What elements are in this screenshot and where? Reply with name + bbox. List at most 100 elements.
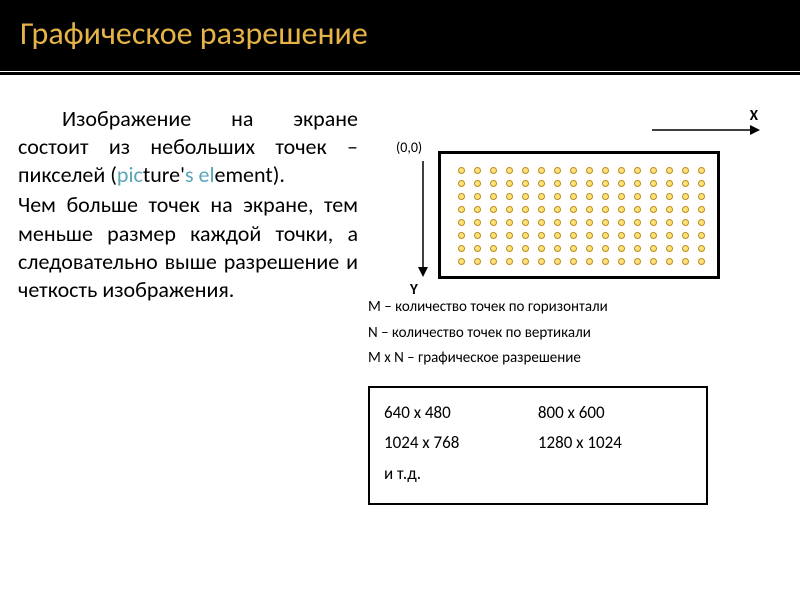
pixel-dot bbox=[666, 167, 673, 174]
pixel-dot bbox=[554, 180, 561, 187]
pixel-dot bbox=[506, 206, 513, 213]
pixel-dot bbox=[570, 258, 577, 265]
pixel-dot bbox=[490, 232, 497, 239]
pixel-dot bbox=[458, 167, 465, 174]
right-column: X (0,0) Y M – количество точек по горизо… bbox=[368, 105, 768, 505]
pixel-dot bbox=[602, 232, 609, 239]
pixel-dot bbox=[666, 193, 673, 200]
pixel-dot bbox=[490, 219, 497, 226]
pixel-dot bbox=[618, 245, 625, 252]
resolutions-box: 640 x 480 800 x 600 1024 x 768 1280 x 10… bbox=[368, 386, 708, 506]
pixel-dot bbox=[538, 245, 545, 252]
pixel-dot bbox=[474, 206, 481, 213]
pixel-dot bbox=[650, 245, 657, 252]
pixel-dot bbox=[474, 245, 481, 252]
pixel-dot bbox=[570, 206, 577, 213]
pixel-dot bbox=[506, 180, 513, 187]
res-line-2: 1024 x 768 1280 x 1024 bbox=[384, 428, 692, 459]
p1-text4: ement). bbox=[215, 161, 285, 188]
pixel-dot bbox=[586, 167, 593, 174]
pixel-dot bbox=[682, 219, 689, 226]
pixel-dot bbox=[602, 219, 609, 226]
pixel-dot bbox=[682, 258, 689, 265]
pixel-dot bbox=[506, 258, 513, 265]
pixel-dot bbox=[682, 167, 689, 174]
pixel-dot bbox=[506, 167, 513, 174]
pixel-dot bbox=[586, 206, 593, 213]
pixel-dot bbox=[602, 245, 609, 252]
pixel-dot bbox=[634, 180, 641, 187]
pixel-dot bbox=[698, 206, 705, 213]
pixel-dot bbox=[538, 206, 545, 213]
pixel-dot bbox=[522, 167, 529, 174]
pixel-dot bbox=[698, 180, 705, 187]
pixel-dot bbox=[458, 193, 465, 200]
res-etc: и т.д. bbox=[384, 459, 692, 490]
pixel-dot bbox=[586, 180, 593, 187]
slide-title: Графическое разрешение bbox=[0, 0, 800, 71]
pixel-dot bbox=[586, 245, 593, 252]
pixel-dot bbox=[586, 232, 593, 239]
pixel-dot bbox=[554, 167, 561, 174]
pixel-dot bbox=[698, 245, 705, 252]
pixel-dot bbox=[650, 206, 657, 213]
pixel-dot bbox=[458, 180, 465, 187]
left-column: Изображение на экране состоит из небольш… bbox=[18, 105, 358, 505]
paragraph-1: Изображение на экране состоит из небольш… bbox=[18, 105, 358, 189]
res-1024: 1024 x 768 bbox=[384, 428, 534, 459]
pixel-dot bbox=[490, 167, 497, 174]
pixel-dot bbox=[490, 206, 497, 213]
pixel-dot bbox=[586, 193, 593, 200]
pixel-dot bbox=[666, 219, 673, 226]
origin-label: (0,0) bbox=[396, 141, 422, 155]
accent-el: el bbox=[199, 161, 215, 188]
pixel-dot bbox=[570, 167, 577, 174]
pixel-dot bbox=[474, 232, 481, 239]
pixel-dot bbox=[618, 232, 625, 239]
pixel-dot bbox=[490, 245, 497, 252]
pixel-dot bbox=[554, 258, 561, 265]
pixel-dot bbox=[634, 219, 641, 226]
pixel-dot bbox=[698, 219, 705, 226]
pixel-dot bbox=[618, 206, 625, 213]
pixel-dot bbox=[682, 245, 689, 252]
res-line-1: 640 x 480 800 x 600 bbox=[384, 398, 692, 429]
pixel-dot bbox=[458, 232, 465, 239]
pixel-dot bbox=[682, 193, 689, 200]
pixel-dot bbox=[538, 232, 545, 239]
def-n: N – количество точек по вертикали bbox=[368, 321, 768, 347]
pixel-dot bbox=[490, 258, 497, 265]
pixel-dot bbox=[474, 167, 481, 174]
pixel-dot bbox=[474, 219, 481, 226]
p1-text2: ture' bbox=[143, 161, 185, 188]
pixel-dot bbox=[698, 193, 705, 200]
pixel-dot bbox=[458, 245, 465, 252]
pixel-dot bbox=[602, 180, 609, 187]
pixel-dot bbox=[538, 193, 545, 200]
pixel-dot bbox=[634, 258, 641, 265]
x-axis-arrow-icon bbox=[650, 123, 760, 137]
pixel-grid bbox=[453, 164, 709, 268]
pixel-dot bbox=[650, 193, 657, 200]
pixel-dot bbox=[538, 258, 545, 265]
res-640: 640 x 480 bbox=[384, 398, 534, 429]
pixel-dot bbox=[522, 232, 529, 239]
pixel-dot bbox=[538, 219, 545, 226]
res-1280: 1280 x 1024 bbox=[538, 432, 622, 453]
pixel-dot bbox=[618, 219, 625, 226]
pixel-dot bbox=[666, 245, 673, 252]
pixel-dot bbox=[522, 245, 529, 252]
pixel-dot bbox=[682, 180, 689, 187]
pixel-dot bbox=[490, 180, 497, 187]
pixel-dot bbox=[506, 245, 513, 252]
pixel-dot bbox=[602, 258, 609, 265]
pixel-dot bbox=[634, 167, 641, 174]
pixel-dot bbox=[538, 167, 545, 174]
pixel-dot bbox=[602, 206, 609, 213]
pixel-dot bbox=[538, 180, 545, 187]
definitions-block: M – количество точек по горизонтали N – … bbox=[368, 295, 768, 372]
pixel-dot bbox=[554, 193, 561, 200]
pixel-dot bbox=[458, 206, 465, 213]
pixel-dot bbox=[650, 167, 657, 174]
pixel-dot bbox=[698, 232, 705, 239]
